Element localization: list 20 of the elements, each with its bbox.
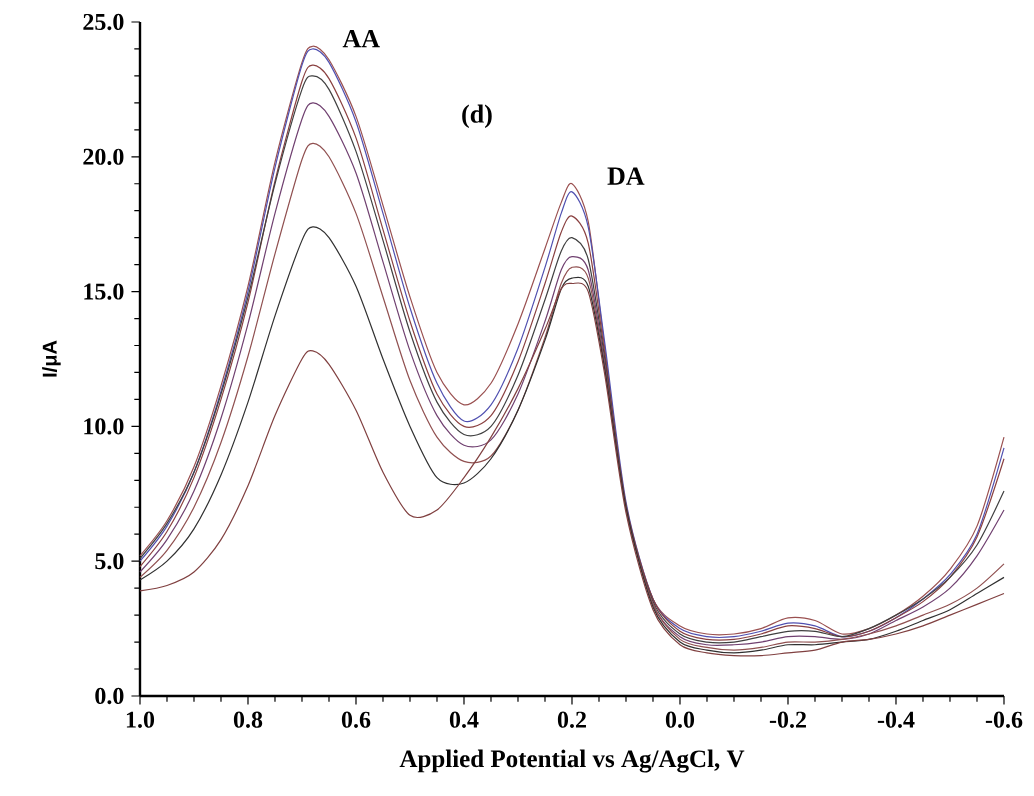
y-tick-label: 25.0 [83,13,124,31]
x-axis-title: Applied Potential vs Ag/AgCl, V [399,749,745,773]
y-tick-label: 20.0 [83,148,124,165]
x-tick-label: -0.6 [985,711,1023,728]
x-tick-label: -0.2 [769,711,806,728]
y-tick-label: 15.0 [84,283,124,300]
x-tick-label: 0.4 [449,711,479,728]
annotation: AA [342,30,380,48]
y-tick-label: 10.0 [84,418,124,435]
x-tick-label: 1.0 [126,711,155,728]
x-tick-label: 0.8 [233,711,263,728]
x-tick-label: 0.6 [341,711,371,728]
y-axis-title: I/μA [42,340,61,377]
x-tick-label: -0.4 [877,711,915,728]
y-tick-label: 0.0 [95,687,124,705]
y-tick-label: 5.0 [95,553,124,570]
annotation: (d) [462,104,492,129]
annotation: DA [607,167,645,185]
x-tick-label: 0.0 [665,711,695,728]
x-tick-label: 0.2 [557,711,586,728]
